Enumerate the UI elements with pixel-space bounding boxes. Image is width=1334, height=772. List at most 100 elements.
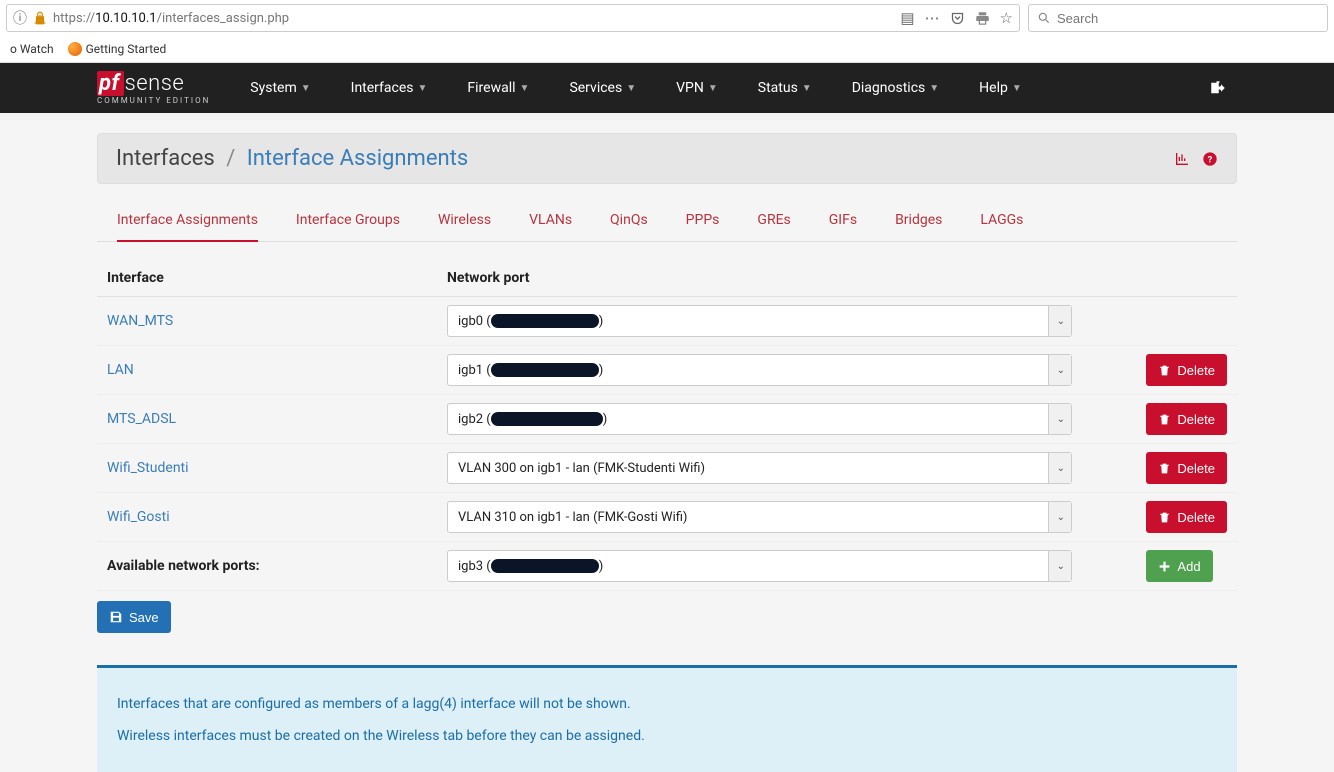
delete-button[interactable]: Delete <box>1146 452 1227 484</box>
delete-button[interactable]: Delete <box>1146 403 1227 435</box>
nav-item-vpn[interactable]: VPN▼ <box>656 63 738 113</box>
nav-item-interfaces[interactable]: Interfaces▼ <box>331 63 448 113</box>
table-row: Wifi_Studenti VLAN 300 on igb1 - lan (FMK… <box>97 444 1237 493</box>
save-icon <box>109 610 123 624</box>
network-port-select[interactable]: VLAN 300 on igb1 - lan (FMK-Studenti Wif… <box>447 452 1072 484</box>
chevron-down-icon: ⌄ <box>1057 316 1065 327</box>
interface-link[interactable]: MTS_ADSL <box>107 411 176 427</box>
column-interface: Interface <box>97 260 437 297</box>
caret-down-icon: ▼ <box>418 83 428 94</box>
network-port-select[interactable]: igb1 ()⌄ <box>447 354 1072 386</box>
table-row: LAN igb1 ()⌄ Delete <box>97 346 1237 395</box>
logout-icon[interactable] <box>1199 79 1237 97</box>
table-row-available: Available network ports: igb3 ()⌄ Add <box>97 542 1237 591</box>
caret-down-icon: ▼ <box>1012 83 1022 94</box>
tab-gifs[interactable]: GIFs <box>829 202 857 242</box>
chevron-down-icon: ⌄ <box>1057 414 1065 425</box>
info-line-2: Wireless interfaces must be created on t… <box>117 720 1217 752</box>
breadcrumb: Interfaces / Interface Assignments <box>116 146 468 171</box>
interface-link[interactable]: LAN <box>107 362 134 378</box>
redacted-mac <box>491 559 599 573</box>
redacted-mac <box>491 412 603 426</box>
tab-interface-assignments[interactable]: Interface Assignments <box>117 202 258 242</box>
trash-icon <box>1158 462 1171 475</box>
breadcrumb-root[interactable]: Interfaces <box>116 146 215 171</box>
nav-item-diagnostics[interactable]: Diagnostics▼ <box>832 63 959 113</box>
tab-qinqs[interactable]: QinQs <box>610 202 648 242</box>
nav-item-help[interactable]: Help▼ <box>959 63 1042 113</box>
caret-down-icon: ▼ <box>520 83 530 94</box>
lock-warning-icon[interactable] <box>33 11 47 25</box>
nav-item-services[interactable]: Services▼ <box>549 63 656 113</box>
search-icon <box>1037 11 1051 25</box>
browser-chrome: ⓘ https://10.10.10.1/interfaces_assign.p… <box>0 0 1334 63</box>
url-text: https://10.10.10.1/interfaces_assign.php <box>53 11 289 26</box>
plus-icon <box>1158 560 1171 573</box>
redacted-mac <box>491 314 599 328</box>
table-row: MTS_ADSL igb2 ()⌄ Delete <box>97 395 1237 444</box>
table-row: WAN_MTS igb0 ()⌄ <box>97 297 1237 346</box>
interface-link[interactable]: WAN_MTS <box>107 313 173 329</box>
add-button[interactable]: Add <box>1146 550 1212 582</box>
print-icon[interactable] <box>975 11 990 26</box>
chevron-down-icon: ⌄ <box>1057 365 1065 376</box>
browser-search-box[interactable] <box>1028 4 1328 32</box>
table-row: Wifi_Gosti VLAN 310 on igb1 - lan (FMK-Go… <box>97 493 1237 542</box>
trash-icon <box>1158 364 1171 377</box>
trash-icon <box>1158 413 1171 426</box>
more-icon[interactable]: ⋯ <box>925 9 940 27</box>
reader-mode-icon[interactable]: ▤ <box>900 9 914 27</box>
chevron-down-icon: ⌄ <box>1057 512 1065 523</box>
tab-vlans[interactable]: VLANs <box>529 202 572 242</box>
bookmarks-bar: o Watch Getting Started <box>0 36 1334 62</box>
logo[interactable]: pfsense COMMUNITY EDITION <box>97 63 230 113</box>
tab-ppps[interactable]: PPPs <box>686 202 720 242</box>
bookmark-getting-started[interactable]: Getting Started <box>68 42 167 56</box>
tab-gres[interactable]: GREs <box>757 202 790 242</box>
tab-wireless[interactable]: Wireless <box>438 202 491 242</box>
tab-interface-groups[interactable]: Interface Groups <box>296 202 400 242</box>
breadcrumb-current: Interface Assignments <box>247 146 468 171</box>
available-ports-label: Available network ports: <box>97 542 437 591</box>
trash-icon <box>1158 511 1171 524</box>
delete-button[interactable]: Delete <box>1146 354 1227 386</box>
stats-icon[interactable] <box>1174 151 1190 167</box>
tabs: Interface Assignments Interface Groups Wir… <box>97 202 1237 242</box>
address-bar: ⓘ https://10.10.10.1/interfaces_assign.p… <box>0 0 1334 36</box>
url-box[interactable]: ⓘ https://10.10.10.1/interfaces_assign.p… <box>6 4 1020 32</box>
delete-button[interactable]: Delete <box>1146 501 1227 533</box>
top-navbar: pfsense COMMUNITY EDITION System▼Interfa… <box>0 63 1334 113</box>
info-box: Interfaces that are configured as member… <box>97 665 1237 772</box>
url-actions: ▤ ⋯ ☆ <box>900 9 1013 27</box>
help-icon[interactable]: ? <box>1202 151 1218 167</box>
caret-down-icon: ▼ <box>802 83 812 94</box>
browser-search-input[interactable] <box>1057 11 1319 26</box>
interface-link[interactable]: Wifi_Studenti <box>107 460 189 476</box>
chevron-down-icon: ⌄ <box>1057 561 1065 572</box>
page-header: Interfaces / Interface Assignments ? <box>97 133 1237 184</box>
column-port: Network port <box>437 260 1136 297</box>
svg-text:?: ? <box>1208 154 1213 165</box>
network-port-select[interactable]: igb0 ()⌄ <box>447 305 1072 337</box>
nav-item-status[interactable]: Status▼ <box>738 63 832 113</box>
save-button-label: Save <box>129 610 159 625</box>
pocket-icon[interactable] <box>950 11 965 26</box>
save-button[interactable]: Save <box>97 601 171 633</box>
network-port-select[interactable]: VLAN 310 on igb1 - lan (FMK-Gosti Wifi)⌄ <box>447 501 1072 533</box>
nav-item-firewall[interactable]: Firewall▼ <box>447 63 549 113</box>
page-container: Interfaces / Interface Assignments ? Int… <box>97 113 1237 772</box>
tab-laggs[interactable]: LAGGs <box>980 202 1023 242</box>
tab-bridges[interactable]: Bridges <box>895 202 942 242</box>
bookmark-watch[interactable]: o Watch <box>10 42 54 56</box>
info-icon[interactable]: ⓘ <box>13 8 27 28</box>
interfaces-table: Interface Network port WAN_MTS igb0 ()⌄ LA… <box>97 260 1237 591</box>
bookmark-star-icon[interactable]: ☆ <box>1000 9 1013 27</box>
nav-item-system[interactable]: System▼ <box>230 63 330 113</box>
info-line-1: Interfaces that are configured as member… <box>117 688 1217 720</box>
network-port-select[interactable]: igb2 ()⌄ <box>447 403 1072 435</box>
chevron-down-icon: ⌄ <box>1057 463 1065 474</box>
redacted-mac <box>491 363 599 377</box>
network-port-select[interactable]: igb3 ()⌄ <box>447 550 1072 582</box>
caret-down-icon: ▼ <box>301 83 311 94</box>
interface-link[interactable]: Wifi_Gosti <box>107 509 170 525</box>
